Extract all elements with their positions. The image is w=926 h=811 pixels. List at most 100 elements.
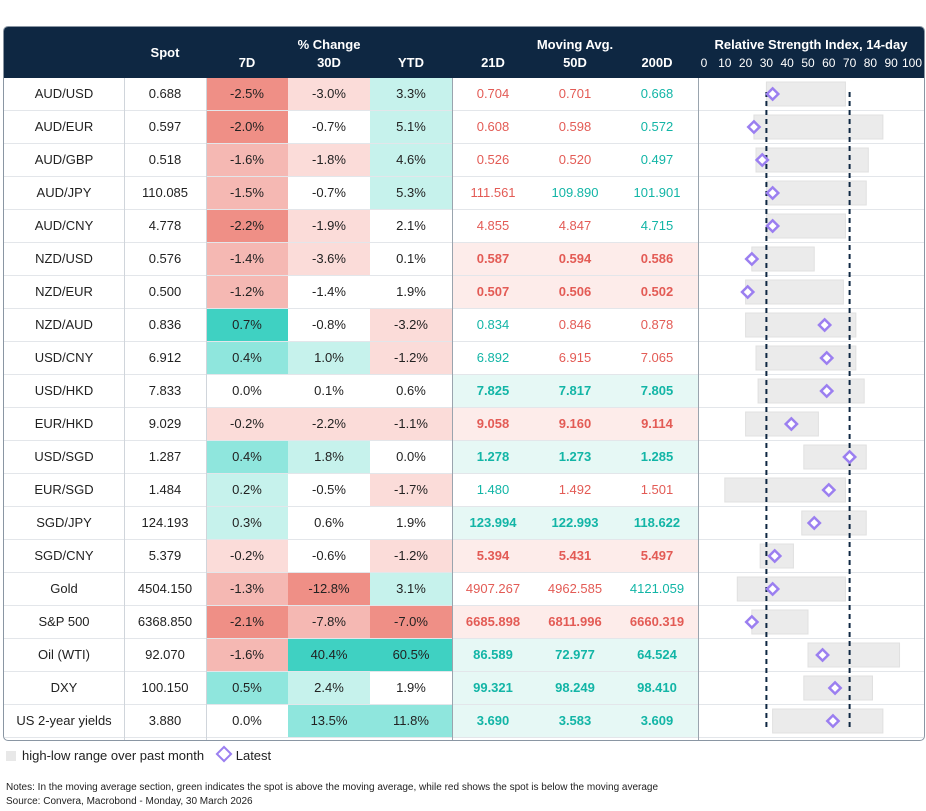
ma-200d: 6660.319	[616, 606, 698, 638]
change-ytd: 5.3%	[370, 177, 452, 209]
header-21d: 21D	[481, 55, 505, 70]
change-ytd: -3.2%	[370, 309, 452, 341]
rsi-latest-point	[744, 251, 760, 267]
change-30d: -0.7%	[288, 111, 370, 143]
ma-50d: 109.890	[551, 185, 599, 200]
table-row: SGD/JPY 124.193 0.3% 0.6% 1.9% 123.994 122.993…	[4, 507, 924, 540]
table-row: AUD/EUR 0.597 -2.0% -0.7% 5.1% 0.608 0.598 0.57…	[4, 111, 924, 144]
ma-50d: 0.701	[558, 86, 592, 101]
table-row: Oil (WTI) 92.070 -1.6% 40.4% 60.5% 86.589 72.9…	[4, 639, 924, 672]
ma-21d: 4.855	[476, 218, 510, 233]
spot-value: 110.085	[141, 185, 189, 200]
change-7d: -2.1%	[206, 606, 288, 638]
rsi-latest-point	[740, 284, 756, 300]
change-ytd: 1.9%	[370, 672, 452, 704]
ma-21d: 0.526	[476, 152, 510, 167]
table-row: EUR/SGD 1.484 0.2% -0.5% -1.7% 1.480 1.492 1.50…	[4, 474, 924, 507]
spot-value: 0.688	[148, 86, 182, 101]
ma-200d: 0.572	[640, 119, 674, 134]
rsi-tick-label: 90	[884, 56, 898, 70]
rsi-tick-label: 60	[822, 56, 836, 70]
header-rsi: Relative Strength Index, 14-day	[714, 37, 908, 52]
change-ytd: 0.0%	[370, 441, 452, 473]
ma-21d: 0.587	[452, 243, 534, 275]
ma-50d: 9.160	[534, 408, 616, 440]
table-row: DXY 100.150 0.5% 2.4% 1.9% 99.321 98.249 98.410	[4, 672, 924, 705]
change-30d: 0.6%	[288, 507, 370, 539]
ma-50d: 72.977	[534, 639, 616, 671]
change-ytd: 1.9%	[370, 507, 452, 539]
change-30d: 1.8%	[288, 441, 370, 473]
change-ytd: 3.1%	[370, 573, 452, 605]
change-ytd: 2.1%	[370, 210, 452, 242]
ma-200d: 0.586	[616, 243, 698, 275]
change-7d: 0.5%	[206, 672, 288, 704]
spot-value: 7.833	[148, 383, 182, 398]
change-30d: -0.7%	[288, 177, 370, 209]
divider	[206, 78, 207, 740]
fx-table-frame: Spot % Change 7D 30D YTD Moving Avg. 21D…	[3, 26, 925, 741]
spot-value: 5.379	[148, 548, 182, 563]
header-pct-change: % Change	[297, 37, 361, 52]
ma-50d: 4962.585	[547, 581, 603, 596]
rsi-tick-label: 10	[718, 56, 732, 70]
pair-name: NZD/USD	[35, 251, 93, 266]
ma-50d: 6811.996	[534, 606, 616, 638]
header-7d: 7D	[238, 55, 256, 70]
ma-50d: 0.520	[558, 152, 592, 167]
ma-50d: 98.249	[534, 672, 616, 704]
ma-200d: 0.497	[640, 152, 674, 167]
rsi-latest-point	[765, 185, 781, 201]
spot-value: 6.912	[148, 350, 182, 365]
ma-50d: 0.598	[558, 119, 592, 134]
rsi-latest-point	[842, 449, 858, 465]
change-7d: -2.2%	[206, 210, 288, 242]
change-7d: 0.4%	[206, 342, 288, 374]
pair-name: S&P 500	[38, 614, 90, 629]
pair-name: EUR/SGD	[34, 482, 94, 497]
rsi-latest-point	[746, 119, 762, 135]
table-row: S&P 500 6368.850 -2.1% -7.8% -7.0% 6685.898 68…	[4, 606, 924, 639]
rsi-chart	[724, 81, 901, 734]
change-7d: -2.5%	[206, 78, 288, 110]
pair-name: DXY	[50, 680, 78, 695]
ma-50d: 7.817	[534, 375, 616, 407]
rsi-range-bar	[736, 576, 846, 602]
change-7d: 0.7%	[206, 309, 288, 341]
spot-value: 0.500	[148, 284, 182, 299]
spot-value: 0.836	[148, 317, 182, 332]
ma-50d: 122.993	[534, 507, 616, 539]
change-7d: 0.0%	[206, 375, 288, 407]
range-swatch-icon	[6, 751, 16, 761]
change-30d: -1.9%	[288, 210, 370, 242]
ma-200d: 0.668	[640, 86, 674, 101]
header-ytd: YTD	[398, 55, 424, 70]
rsi-tick-label: 30	[759, 56, 774, 70]
table-row: NZD/USD 0.576 -1.4% -3.6% 0.1% 0.587 0.594 0.58…	[4, 243, 924, 276]
change-7d: 0.0%	[206, 705, 288, 737]
ma-21d: 1.480	[476, 482, 510, 497]
ma-200d: 5.497	[616, 540, 698, 572]
source-line: Source: Convera, Macrobond - Monday, 30 …	[6, 796, 253, 807]
ma-21d: 0.608	[476, 119, 510, 134]
rsi-range-bar	[755, 345, 857, 371]
pair-name: AUD/USD	[34, 86, 94, 101]
ma-21d: 4907.267	[465, 581, 521, 596]
ma-200d: 1.501	[640, 482, 674, 497]
spot-value: 3.880	[148, 713, 182, 728]
ma-21d: 123.994	[452, 507, 534, 539]
header-spot: Spot	[150, 45, 180, 60]
pair-name: USD/CNY	[34, 350, 94, 365]
change-7d: -1.3%	[206, 573, 288, 605]
ma-50d: 6.915	[558, 350, 592, 365]
change-30d: -3.0%	[288, 78, 370, 110]
pair-name: USD/HKD	[34, 383, 94, 398]
ma-21d: 0.507	[452, 276, 534, 308]
pair-name: Gold	[50, 581, 78, 596]
table-row: AUD/USD 0.688 -2.5% -3.0% 3.3% 0.704 0.701 0.66…	[4, 78, 924, 111]
table-row: USD/CNY 6.912 0.4% 1.0% -1.2% 6.892 6.915 7.065	[4, 342, 924, 375]
table-header: Spot % Change 7D 30D YTD Moving Avg. 21D…	[4, 27, 924, 78]
ma-21d: 99.321	[452, 672, 534, 704]
spot-value: 100.150	[141, 680, 189, 695]
rsi-latest-point	[815, 647, 830, 663]
